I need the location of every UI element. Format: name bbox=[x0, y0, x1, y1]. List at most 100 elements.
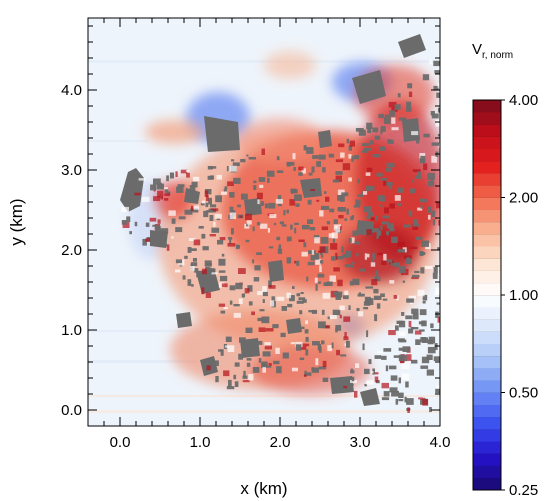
urban-cell bbox=[383, 253, 387, 261]
urban-cell bbox=[259, 309, 265, 312]
urban-cell bbox=[247, 285, 253, 292]
urban-cell bbox=[411, 277, 419, 280]
urban-cell bbox=[311, 249, 314, 255]
urban-cell bbox=[145, 222, 150, 227]
urban-cell bbox=[261, 361, 268, 366]
urban-cell bbox=[366, 122, 373, 129]
urban-cell bbox=[410, 327, 419, 330]
urban-cell bbox=[243, 349, 251, 356]
urban-cell bbox=[298, 297, 306, 301]
urban-cell bbox=[216, 174, 222, 180]
urban-cell bbox=[233, 304, 240, 307]
urban-cell bbox=[388, 365, 397, 370]
urban-cell bbox=[315, 284, 318, 291]
urban-cell bbox=[348, 154, 352, 159]
urban-cell bbox=[277, 248, 283, 254]
urban-cell bbox=[231, 159, 235, 162]
urban-cell bbox=[167, 191, 171, 195]
urban-cell bbox=[342, 254, 349, 259]
urban-cell bbox=[382, 298, 388, 301]
urban-cell bbox=[315, 253, 319, 260]
urban-cell bbox=[401, 312, 405, 316]
urban-cell bbox=[398, 392, 404, 398]
urban-cell bbox=[414, 330, 422, 335]
colorbar-tick-label: 0.25 bbox=[509, 482, 538, 499]
urban-cell bbox=[340, 152, 345, 158]
urban-cell bbox=[145, 238, 151, 242]
urban-cell bbox=[135, 177, 139, 183]
urban-cell bbox=[381, 382, 389, 389]
urban-cell bbox=[355, 128, 364, 132]
urban-cell bbox=[316, 161, 321, 167]
urban-cell bbox=[158, 182, 162, 188]
colorbar-swatch bbox=[473, 124, 501, 137]
colorbar-swatch bbox=[473, 282, 501, 296]
urban-cell bbox=[320, 237, 329, 244]
urban-cell bbox=[265, 328, 274, 332]
urban-cell bbox=[339, 305, 345, 311]
urban-cell bbox=[329, 275, 336, 282]
urban-cell bbox=[236, 245, 240, 249]
urban-cell bbox=[246, 362, 251, 367]
urban-cell bbox=[264, 342, 271, 347]
urban-cell bbox=[329, 315, 337, 319]
urban-cell bbox=[365, 298, 374, 305]
urban-cell bbox=[366, 229, 372, 236]
urban-cell bbox=[184, 255, 188, 259]
urban-cell bbox=[397, 203, 402, 207]
urban-cell bbox=[294, 260, 297, 264]
urban-cell bbox=[341, 192, 349, 197]
urban-cell bbox=[368, 359, 372, 365]
urban-cell bbox=[164, 187, 168, 190]
urban-cell bbox=[232, 162, 240, 167]
urban-cell bbox=[374, 276, 381, 282]
urban-cell bbox=[411, 359, 418, 364]
urban-cell bbox=[271, 296, 275, 303]
x-tick-label: 0.0 bbox=[110, 434, 131, 451]
urban-cell bbox=[275, 199, 283, 204]
urban-cell bbox=[286, 236, 292, 242]
urban-cell bbox=[287, 303, 293, 308]
urban-cell bbox=[429, 59, 432, 65]
urban-cell bbox=[431, 155, 438, 163]
colorbar-title-main: V bbox=[472, 41, 482, 58]
urban-cell bbox=[356, 308, 360, 312]
urban-cell bbox=[220, 310, 226, 314]
urban-cell bbox=[395, 398, 399, 405]
urban-cell bbox=[164, 189, 169, 193]
urban-cell bbox=[406, 354, 412, 361]
urban-cell bbox=[187, 247, 192, 253]
urban-cell bbox=[190, 262, 198, 267]
urban-cell bbox=[345, 250, 352, 258]
urban-cell bbox=[350, 216, 354, 221]
urban-cell bbox=[393, 295, 398, 299]
urban-cell bbox=[177, 184, 185, 188]
urban-cell bbox=[380, 293, 385, 297]
urban-cell bbox=[406, 398, 414, 405]
urban-cell bbox=[432, 219, 436, 226]
colorbar-swatch bbox=[473, 477, 501, 491]
urban-cell bbox=[422, 300, 426, 304]
urban-cell bbox=[337, 195, 343, 201]
urban-cell bbox=[395, 325, 399, 331]
urban-cell bbox=[421, 356, 430, 364]
urban-cell bbox=[436, 302, 440, 305]
urban-cell bbox=[296, 344, 302, 351]
urban-cell bbox=[368, 211, 374, 217]
urban-cell bbox=[187, 279, 192, 286]
urban-cell bbox=[394, 104, 401, 110]
urban-cell bbox=[229, 285, 236, 291]
colorbar-tick-label: 4.00 bbox=[509, 92, 538, 109]
urban-cell bbox=[397, 241, 405, 247]
colorbar-swatch bbox=[473, 465, 501, 479]
urban-cell bbox=[202, 246, 209, 251]
urban-cell bbox=[268, 363, 272, 366]
urban-cell bbox=[178, 216, 186, 220]
urban-cell bbox=[417, 171, 421, 177]
x-axis: 0.0 1.0 2.0 3.0 4.0 bbox=[103, 18, 450, 451]
urban-cell bbox=[435, 266, 438, 274]
urban-cell bbox=[318, 321, 326, 329]
urban-cell bbox=[270, 300, 275, 307]
urban-cell bbox=[280, 332, 286, 338]
urban-cell bbox=[377, 252, 383, 256]
